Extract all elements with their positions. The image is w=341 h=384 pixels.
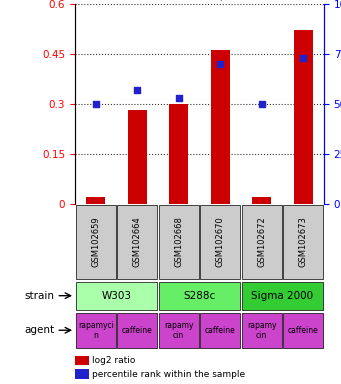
Text: caffeine: caffeine	[205, 326, 236, 335]
Bar	[200, 313, 240, 348]
Bar	[159, 282, 240, 310]
Bar	[86, 197, 105, 204]
Bar	[76, 282, 157, 310]
Bar	[283, 313, 323, 348]
Text: GSM102664: GSM102664	[133, 217, 142, 267]
Text: rapamy
cin: rapamy cin	[247, 321, 277, 340]
Point	[134, 87, 140, 93]
Bar	[159, 205, 199, 279]
Text: GSM102659: GSM102659	[91, 217, 100, 267]
Point	[259, 101, 265, 107]
Bar	[242, 313, 282, 348]
Bar	[76, 313, 116, 348]
Text: GSM102673: GSM102673	[299, 217, 308, 267]
Text: rapamyci
n: rapamyci n	[78, 321, 114, 340]
Bar	[242, 205, 282, 279]
Bar	[242, 282, 323, 310]
Point	[93, 101, 99, 107]
Text: agent: agent	[24, 325, 54, 335]
Bar	[252, 197, 271, 204]
Text: caffeine: caffeine	[288, 326, 318, 335]
Text: caffeine: caffeine	[122, 326, 153, 335]
Text: percentile rank within the sample: percentile rank within the sample	[92, 370, 246, 379]
Title: GDS2338 / 43: GDS2338 / 43	[151, 0, 248, 1]
Bar	[211, 50, 229, 204]
Text: GSM102672: GSM102672	[257, 217, 266, 267]
Text: S288c: S288c	[183, 291, 216, 301]
Text: GSM102668: GSM102668	[174, 217, 183, 267]
Text: Sigma 2000: Sigma 2000	[251, 291, 313, 301]
Bar	[75, 369, 89, 379]
Bar	[75, 356, 89, 366]
Point	[300, 55, 306, 61]
Bar	[169, 104, 188, 204]
Bar	[294, 30, 313, 204]
Point	[218, 61, 223, 67]
Bar	[200, 205, 240, 279]
Bar	[128, 110, 147, 204]
Bar	[117, 313, 157, 348]
Bar	[76, 205, 116, 279]
Text: strain: strain	[24, 291, 54, 301]
Text: W303: W303	[102, 291, 132, 301]
Bar	[159, 313, 199, 348]
Bar	[283, 205, 323, 279]
Text: log2 ratio: log2 ratio	[92, 356, 136, 365]
Point	[176, 94, 181, 101]
Text: rapamy
cin: rapamy cin	[164, 321, 193, 340]
Bar	[117, 205, 157, 279]
Text: GSM102670: GSM102670	[216, 217, 225, 267]
